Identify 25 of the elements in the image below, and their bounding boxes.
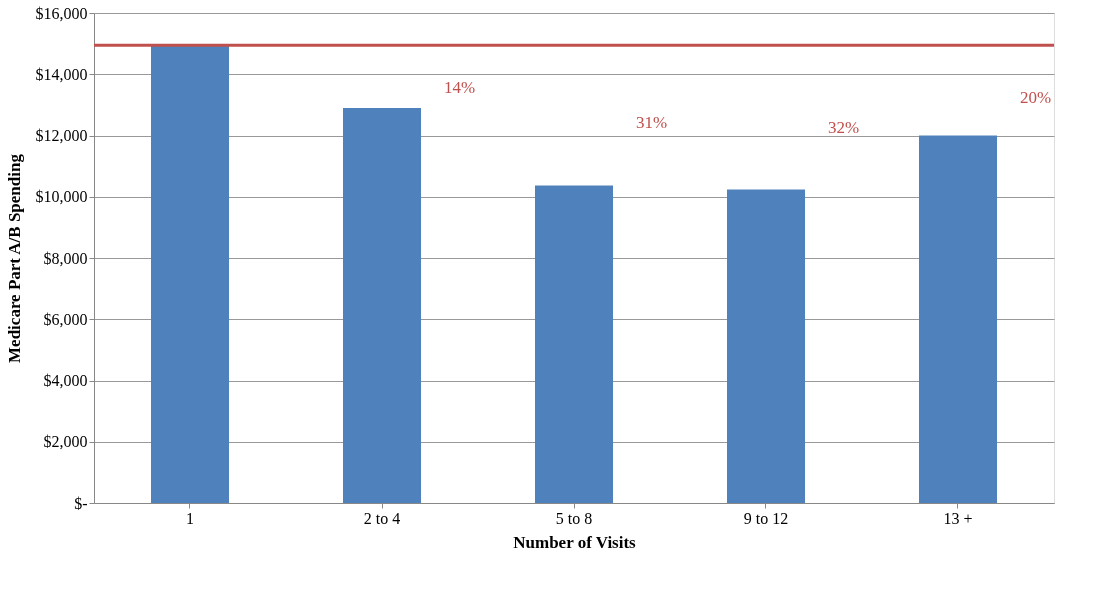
annotation: 14% bbox=[444, 78, 476, 97]
y-tick-label: $16,000 bbox=[35, 4, 88, 22]
bar bbox=[919, 135, 997, 503]
x-tick-label: 2 to 4 bbox=[363, 509, 401, 527]
bar bbox=[535, 185, 613, 503]
x-tick-label: 9 to 12 bbox=[743, 509, 789, 527]
y-tick-label: $12,000 bbox=[35, 127, 88, 144]
y-tick-label: $6,000 bbox=[43, 310, 88, 328]
y-tick-label: $2,000 bbox=[43, 433, 88, 451]
x-tick-label: 1 bbox=[186, 509, 194, 527]
y-axis-title: Medicare Part A/B Spending bbox=[4, 153, 24, 363]
x-tick-label: 5 to 8 bbox=[555, 509, 593, 527]
y-tick-label: $10,000 bbox=[35, 188, 88, 206]
y-tick-label: $14,000 bbox=[35, 65, 88, 83]
y-tick-label: $- bbox=[74, 494, 88, 512]
x-tick-label: 13 + bbox=[943, 509, 973, 527]
annotation: 31% bbox=[636, 113, 668, 132]
annotation: 20% bbox=[1020, 88, 1052, 107]
y-tick-label: $4,000 bbox=[43, 372, 88, 389]
annotation: 32% bbox=[828, 118, 860, 137]
x-axis-title: Number of Visits bbox=[513, 532, 637, 552]
bar bbox=[343, 107, 421, 503]
bar bbox=[727, 189, 805, 503]
bar bbox=[151, 45, 229, 503]
y-tick-label: $8,000 bbox=[43, 249, 88, 267]
